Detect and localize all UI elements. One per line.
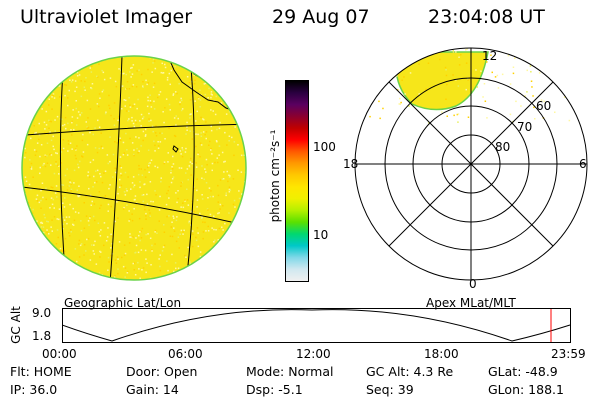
altitude-ytick-bottom: 1.8	[32, 329, 52, 343]
time-tick-1800: 18:00	[424, 347, 459, 361]
geographic-image	[21, 55, 247, 281]
info-dsp: Dsp: -5.1	[246, 382, 303, 397]
mlt-label-18: 18	[343, 157, 358, 171]
colorbar-unit-label: photon cm⁻²s⁻¹	[268, 129, 282, 223]
info-flt: Flt: HOME	[10, 364, 72, 379]
colorbar-tick-100: 100	[313, 140, 336, 154]
image-date: 29 Aug 07	[272, 6, 370, 28]
polar-plot: 12 18 6 0 60 70 80	[343, 47, 588, 291]
info-door: Door: Open	[126, 364, 198, 379]
altitude-plot	[62, 308, 571, 343]
mlat-label-80: 80	[495, 140, 510, 154]
info-mode: Mode: Normal	[246, 364, 334, 379]
colorbar	[285, 80, 309, 282]
info-ip: IP: 36.0	[10, 382, 58, 397]
altitude-ylabel: GC Alt	[9, 306, 23, 344]
info-glon: GLon: 188.1	[488, 382, 564, 397]
time-tick-0000: 00:00	[42, 347, 77, 361]
altitude-ytick-top: 9.0	[32, 306, 52, 320]
time-tick-1200: 12:00	[296, 347, 331, 361]
mlt-label-12: 12	[482, 49, 497, 63]
info-glat: GLat: -48.9	[488, 364, 558, 379]
colorbar-tick-10: 10	[313, 228, 329, 242]
mlt-label-0: 0	[469, 277, 477, 291]
info-gcalt: GC Alt: 4.3 Re	[366, 364, 454, 379]
time-tick-0600: 06:00	[168, 347, 203, 361]
geo-panel-label: Geographic Lat/Lon	[64, 296, 182, 310]
mlt-label-6: 6	[579, 157, 587, 171]
info-seq: Seq: 39	[366, 382, 414, 397]
mlat-label-70: 70	[517, 120, 532, 134]
image-time: 23:04:08 UT	[428, 6, 545, 28]
polar-panel-label: Apex MLat/MLT	[426, 296, 516, 310]
time-tick-2359: 23:59	[551, 347, 586, 361]
imager-title: Ultraviolet Imager	[20, 6, 193, 28]
info-gain: Gain: 14	[126, 382, 179, 397]
mlat-label-60: 60	[536, 99, 551, 113]
